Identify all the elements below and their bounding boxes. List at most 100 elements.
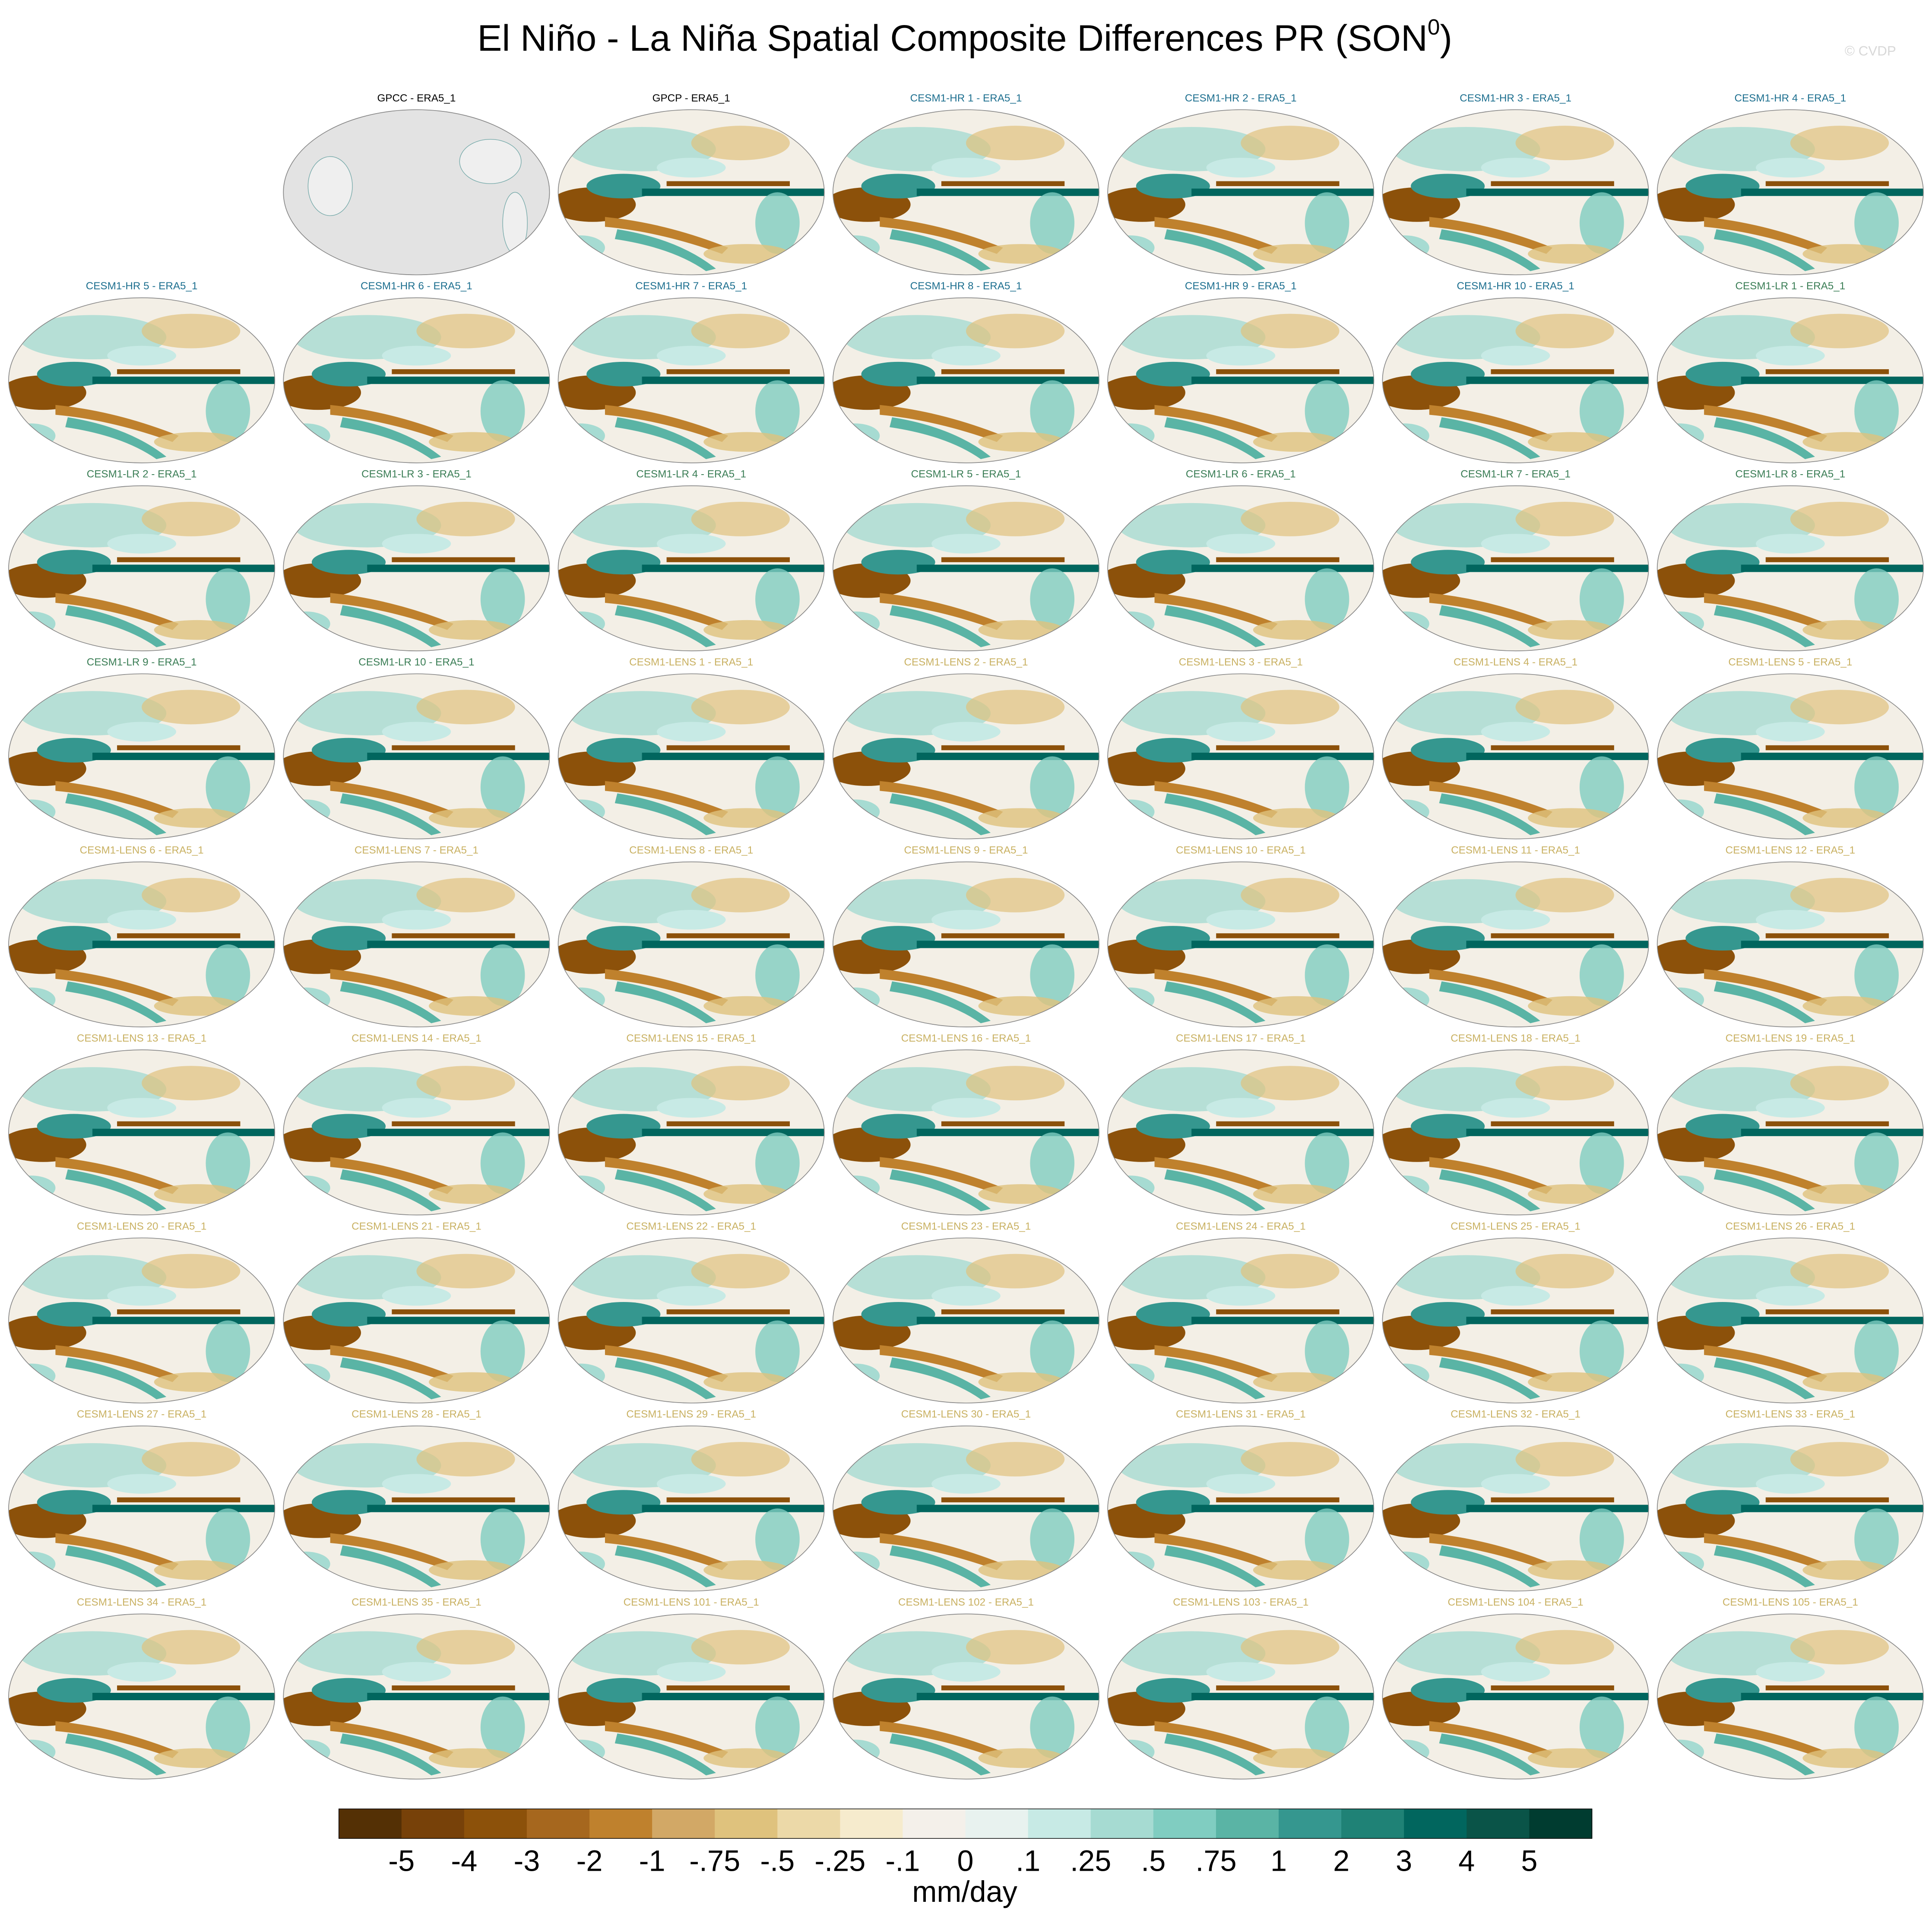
map-outline [1382, 1237, 1649, 1403]
map-outline [557, 109, 825, 276]
map-outline [557, 1613, 825, 1780]
map-panel [1374, 858, 1651, 1030]
panel-title: CESM1-LENS 3 - ERA5_1 [1179, 656, 1303, 668]
map-panel [0, 670, 277, 843]
panel-title: CESM1-LENS 35 - ERA5_1 [352, 1597, 481, 1608]
panel-title: CESM1-LENS 33 - ERA5_1 [1726, 1409, 1856, 1420]
map-outline [557, 297, 825, 463]
map-panel [824, 1422, 1102, 1594]
panel-title: CESM1-LENS 31 - ERA5_1 [1176, 1409, 1306, 1420]
colorbar-box [715, 1809, 778, 1839]
panel-title: CESM1-LENS 18 - ERA5_1 [1451, 1033, 1580, 1044]
map-panel [1099, 858, 1376, 1030]
map-outline [1656, 485, 1924, 652]
panel-title: CESM1-LENS 104 - ERA5_1 [1448, 1597, 1584, 1608]
title-text: El Niño - La Niña Spatial Composite Diff… [477, 18, 1428, 59]
panel-title: CESM1-LENS 6 - ERA5_1 [80, 844, 204, 856]
map-panel [1099, 1422, 1376, 1594]
map-outline [1382, 109, 1649, 276]
panel-title: CESM1-HR 2 - ERA5_1 [1185, 92, 1297, 104]
map-panel [1099, 1610, 1376, 1783]
map-outline [832, 485, 1100, 652]
colorbar-tick-label: -.1 [886, 1844, 920, 1877]
colorbar-box [840, 1809, 903, 1839]
map-outline [1382, 673, 1649, 839]
panel-title: CESM1-LR 5 - ERA5_1 [911, 469, 1021, 480]
colorbar-box [1153, 1809, 1216, 1839]
map-panel [550, 1046, 827, 1219]
map-outline [1656, 1613, 1924, 1780]
map-outline [283, 1049, 550, 1216]
colorbar-tick-label: 0 [957, 1844, 974, 1877]
panel-title: CESM1-LENS 14 - ERA5_1 [352, 1033, 481, 1044]
map-panel [275, 294, 552, 466]
map-panel [824, 482, 1102, 654]
map-outline [832, 1613, 1100, 1780]
map-panel [275, 858, 552, 1030]
map-panel [824, 1046, 1102, 1219]
panel-title: CESM1-LENS 22 - ERA5_1 [626, 1220, 756, 1232]
map-outline [832, 861, 1100, 1027]
map-outline [832, 1237, 1100, 1403]
colorbar-box [777, 1809, 841, 1839]
map-panel [824, 858, 1102, 1030]
map-outline [557, 485, 825, 652]
map-outline [1656, 1237, 1924, 1403]
colorbar-box [339, 1809, 402, 1839]
colorbar-box [1466, 1809, 1530, 1839]
map-outline [283, 485, 550, 652]
map-outline [283, 861, 550, 1027]
colorbar-box [652, 1809, 716, 1839]
map-outline [8, 485, 276, 652]
panel-title: CESM1-LENS 102 - ERA5_1 [898, 1597, 1034, 1608]
panel-title: CESM1-LENS 32 - ERA5_1 [1451, 1409, 1580, 1420]
colorbar-box [965, 1809, 1029, 1839]
map-panel [275, 482, 552, 654]
map-outline [1107, 1613, 1375, 1780]
panel-title: CESM1-LENS 101 - ERA5_1 [624, 1597, 759, 1608]
map-outline [8, 297, 276, 463]
map-panel [1649, 670, 1926, 843]
panel-title: CESM1-LENS 23 - ERA5_1 [901, 1220, 1031, 1232]
map-panel [1099, 294, 1376, 466]
map-panel [0, 1610, 277, 1783]
map-panel [0, 482, 277, 654]
panel-title: CESM1-LR 3 - ERA5_1 [361, 469, 472, 480]
panel-title: CESM1-HR 4 - ERA5_1 [1734, 92, 1846, 104]
map-panel [550, 1422, 827, 1594]
panel-title: CESM1-LENS 5 - ERA5_1 [1728, 656, 1852, 668]
map-outline [8, 1237, 276, 1403]
map-outline [283, 673, 550, 839]
map-panel [550, 670, 827, 843]
map-panel [1649, 294, 1926, 466]
map-panel [0, 1234, 277, 1406]
map-panel [550, 858, 827, 1030]
map-outline [1107, 485, 1375, 652]
map-panel [550, 482, 827, 654]
colorbar-box [464, 1809, 527, 1839]
panel-title: CESM1-HR 1 - ERA5_1 [910, 92, 1022, 104]
colorbar-box [903, 1809, 966, 1839]
map-outline [1382, 1049, 1649, 1216]
panel-title: GPCP - ERA5_1 [652, 92, 730, 104]
map-outline [1107, 861, 1375, 1027]
panel-title: CESM1-LENS 28 - ERA5_1 [352, 1409, 481, 1420]
colorbar-tick-label: 4 [1458, 1844, 1475, 1877]
map-outline [8, 673, 276, 839]
title-text: ) [1440, 18, 1452, 59]
colorbar-tick-label: 5 [1521, 1844, 1537, 1877]
map-outline [283, 1237, 550, 1403]
panel-title: CESM1-LENS 1 - ERA5_1 [629, 656, 753, 668]
panel-title: CESM1-LR 9 - ERA5_1 [87, 656, 197, 668]
panel-title: CESM1-LENS 103 - ERA5_1 [1173, 1597, 1308, 1608]
map-panel [550, 106, 827, 279]
colorbar-tick-label: -1 [639, 1844, 665, 1877]
map-outline [1382, 1613, 1649, 1780]
colorbar-tick-label: .1 [1016, 1844, 1040, 1877]
map-outline [8, 1613, 276, 1780]
colorbar-box [1404, 1809, 1467, 1839]
panel-title: CESM1-HR 3 - ERA5_1 [1460, 92, 1571, 104]
map-outline [1656, 673, 1924, 839]
panel-title: CESM1-LENS 12 - ERA5_1 [1726, 844, 1856, 856]
